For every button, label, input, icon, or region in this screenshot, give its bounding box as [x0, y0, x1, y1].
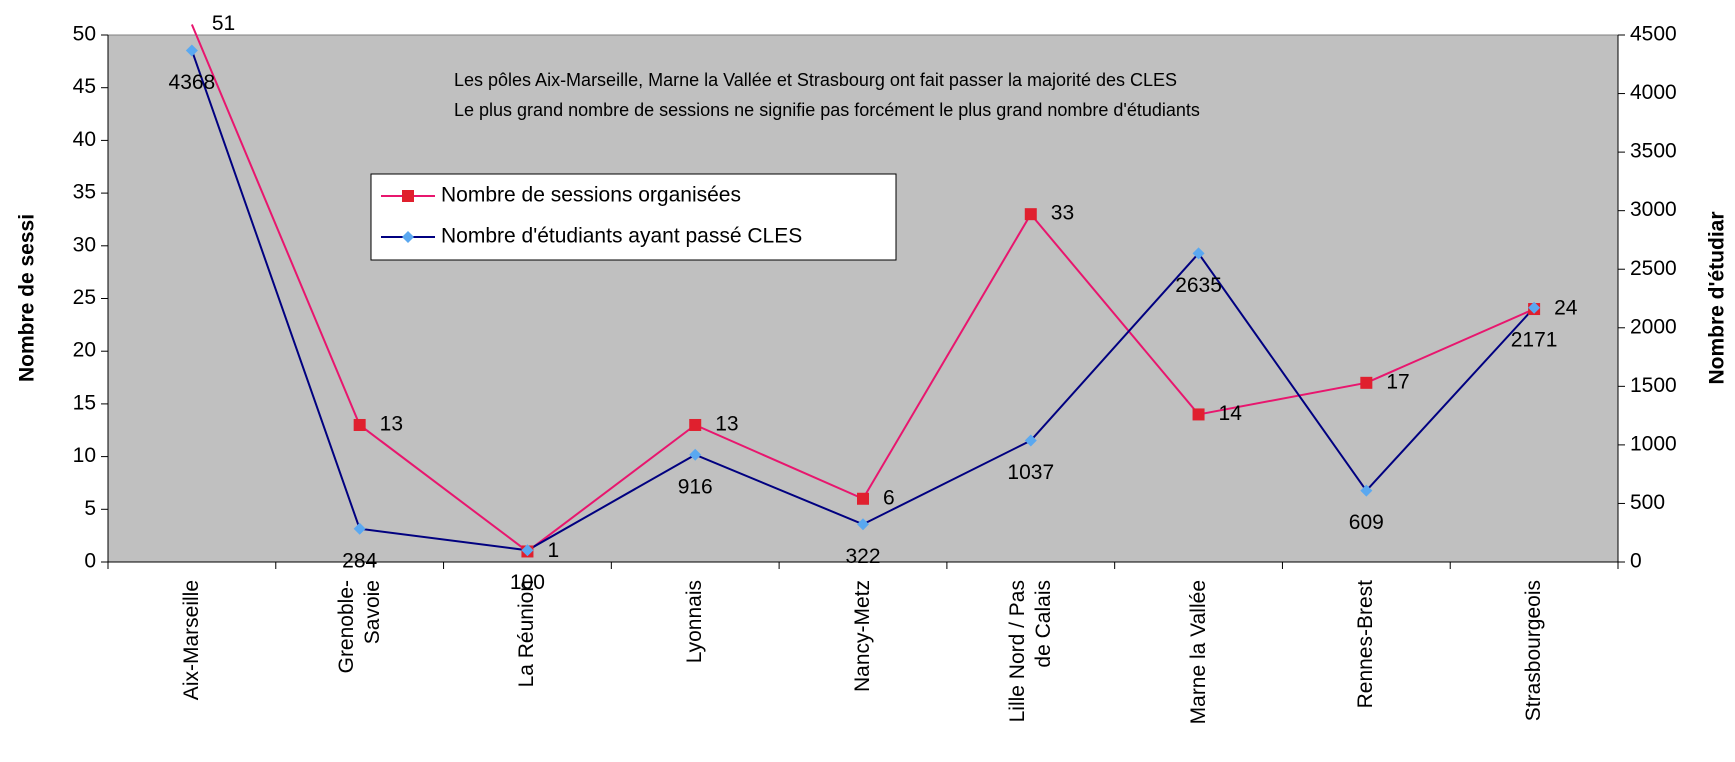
data-label: 24 — [1554, 297, 1578, 320]
y-tick-label: 20 — [73, 339, 96, 362]
x-tick-label: La Réunion — [515, 580, 539, 688]
marker — [689, 448, 702, 461]
marker — [1360, 376, 1373, 389]
data-label: 4368 — [169, 71, 216, 94]
x-tick-label: Strasbourgeois — [1522, 580, 1546, 722]
marker — [1192, 408, 1205, 421]
legend-marker — [402, 190, 414, 202]
y-tick-label: 40 — [73, 128, 96, 151]
y2-tick-label: 1000 — [1630, 432, 1677, 455]
data-label: 1037 — [1007, 461, 1054, 484]
x-tick-label: Nancy-Metz — [851, 580, 874, 693]
data-label: 51 — [212, 12, 235, 35]
plot-area — [107, 34, 1619, 563]
annotation: Le plus grand nombre de sessions ne sign… — [454, 100, 1200, 120]
marker — [689, 418, 702, 431]
y-tick-label: 30 — [73, 233, 96, 256]
data-label: 2171 — [1511, 328, 1558, 351]
data-label: 13 — [380, 413, 403, 436]
marker — [185, 44, 198, 57]
y2-tick-label: 3000 — [1630, 198, 1677, 221]
data-label: 6 — [883, 486, 895, 509]
marker — [1024, 434, 1037, 447]
y-tick-label: 45 — [73, 75, 96, 98]
marker — [1192, 247, 1205, 260]
data-label: 609 — [1349, 511, 1384, 534]
y2-tick-label: 500 — [1630, 491, 1665, 514]
marker — [857, 492, 869, 505]
data-label: 14 — [1219, 402, 1243, 425]
y-axis-title: Nombre de sessi — [16, 214, 39, 382]
marker — [1024, 208, 1037, 221]
data-label: 916 — [678, 475, 713, 498]
y2-tick-label: 4500 — [1630, 23, 1677, 46]
marker — [521, 544, 534, 557]
legend-box — [370, 173, 897, 261]
legend-marker — [402, 231, 414, 243]
data-label: 13 — [715, 413, 738, 436]
marker — [353, 522, 366, 535]
y2-axis-title: Nombre d'étudiar — [1706, 211, 1729, 384]
y2-tick-label: 1500 — [1630, 374, 1677, 397]
x-tick-label: Rennes-Brest — [1354, 580, 1378, 709]
y2-tick-label: 3500 — [1630, 140, 1677, 163]
data-label: 322 — [845, 545, 880, 568]
data-label: 17 — [1386, 370, 1409, 393]
data-label: 284 — [342, 549, 377, 572]
marker — [1528, 301, 1541, 314]
x-tick-label: Grenoble-Savoie — [334, 580, 384, 674]
annotation: Les pôles Aix-Marseille, Marne la Vallée… — [454, 70, 1177, 90]
marker — [857, 518, 869, 531]
x-tick-label: Aix-Marseille — [179, 580, 203, 701]
y2-tick-label: 2500 — [1630, 257, 1677, 280]
data-label: 100 — [510, 571, 545, 594]
data-label: 2635 — [1175, 274, 1222, 297]
x-tick-label: Marne la Vallée — [1186, 580, 1210, 725]
marker — [1360, 484, 1373, 497]
x-tick-label: Lyonnais — [683, 580, 707, 664]
y-tick-label: 0 — [84, 550, 96, 573]
y2-tick-label: 0 — [1630, 550, 1642, 573]
legend-label: Nombre d'étudiants ayant passé CLES — [441, 225, 802, 248]
marker — [353, 418, 366, 431]
x-tick-label: Lille Nord / Pas de Calais — [1005, 580, 1055, 723]
data-label: 1 — [547, 539, 559, 562]
legend-label: Nombre de sessions organisées — [441, 184, 741, 207]
y-tick-label: 35 — [73, 181, 96, 204]
y2-tick-label: 2000 — [1630, 315, 1677, 338]
data-label: 33 — [1051, 202, 1074, 225]
y-tick-label: 5 — [84, 497, 96, 520]
y2-tick-label: 4000 — [1630, 81, 1677, 104]
y-tick-label: 10 — [73, 444, 96, 467]
y-tick-label: 50 — [73, 23, 96, 46]
y-tick-label: 25 — [73, 286, 96, 309]
y-tick-label: 15 — [73, 391, 96, 414]
